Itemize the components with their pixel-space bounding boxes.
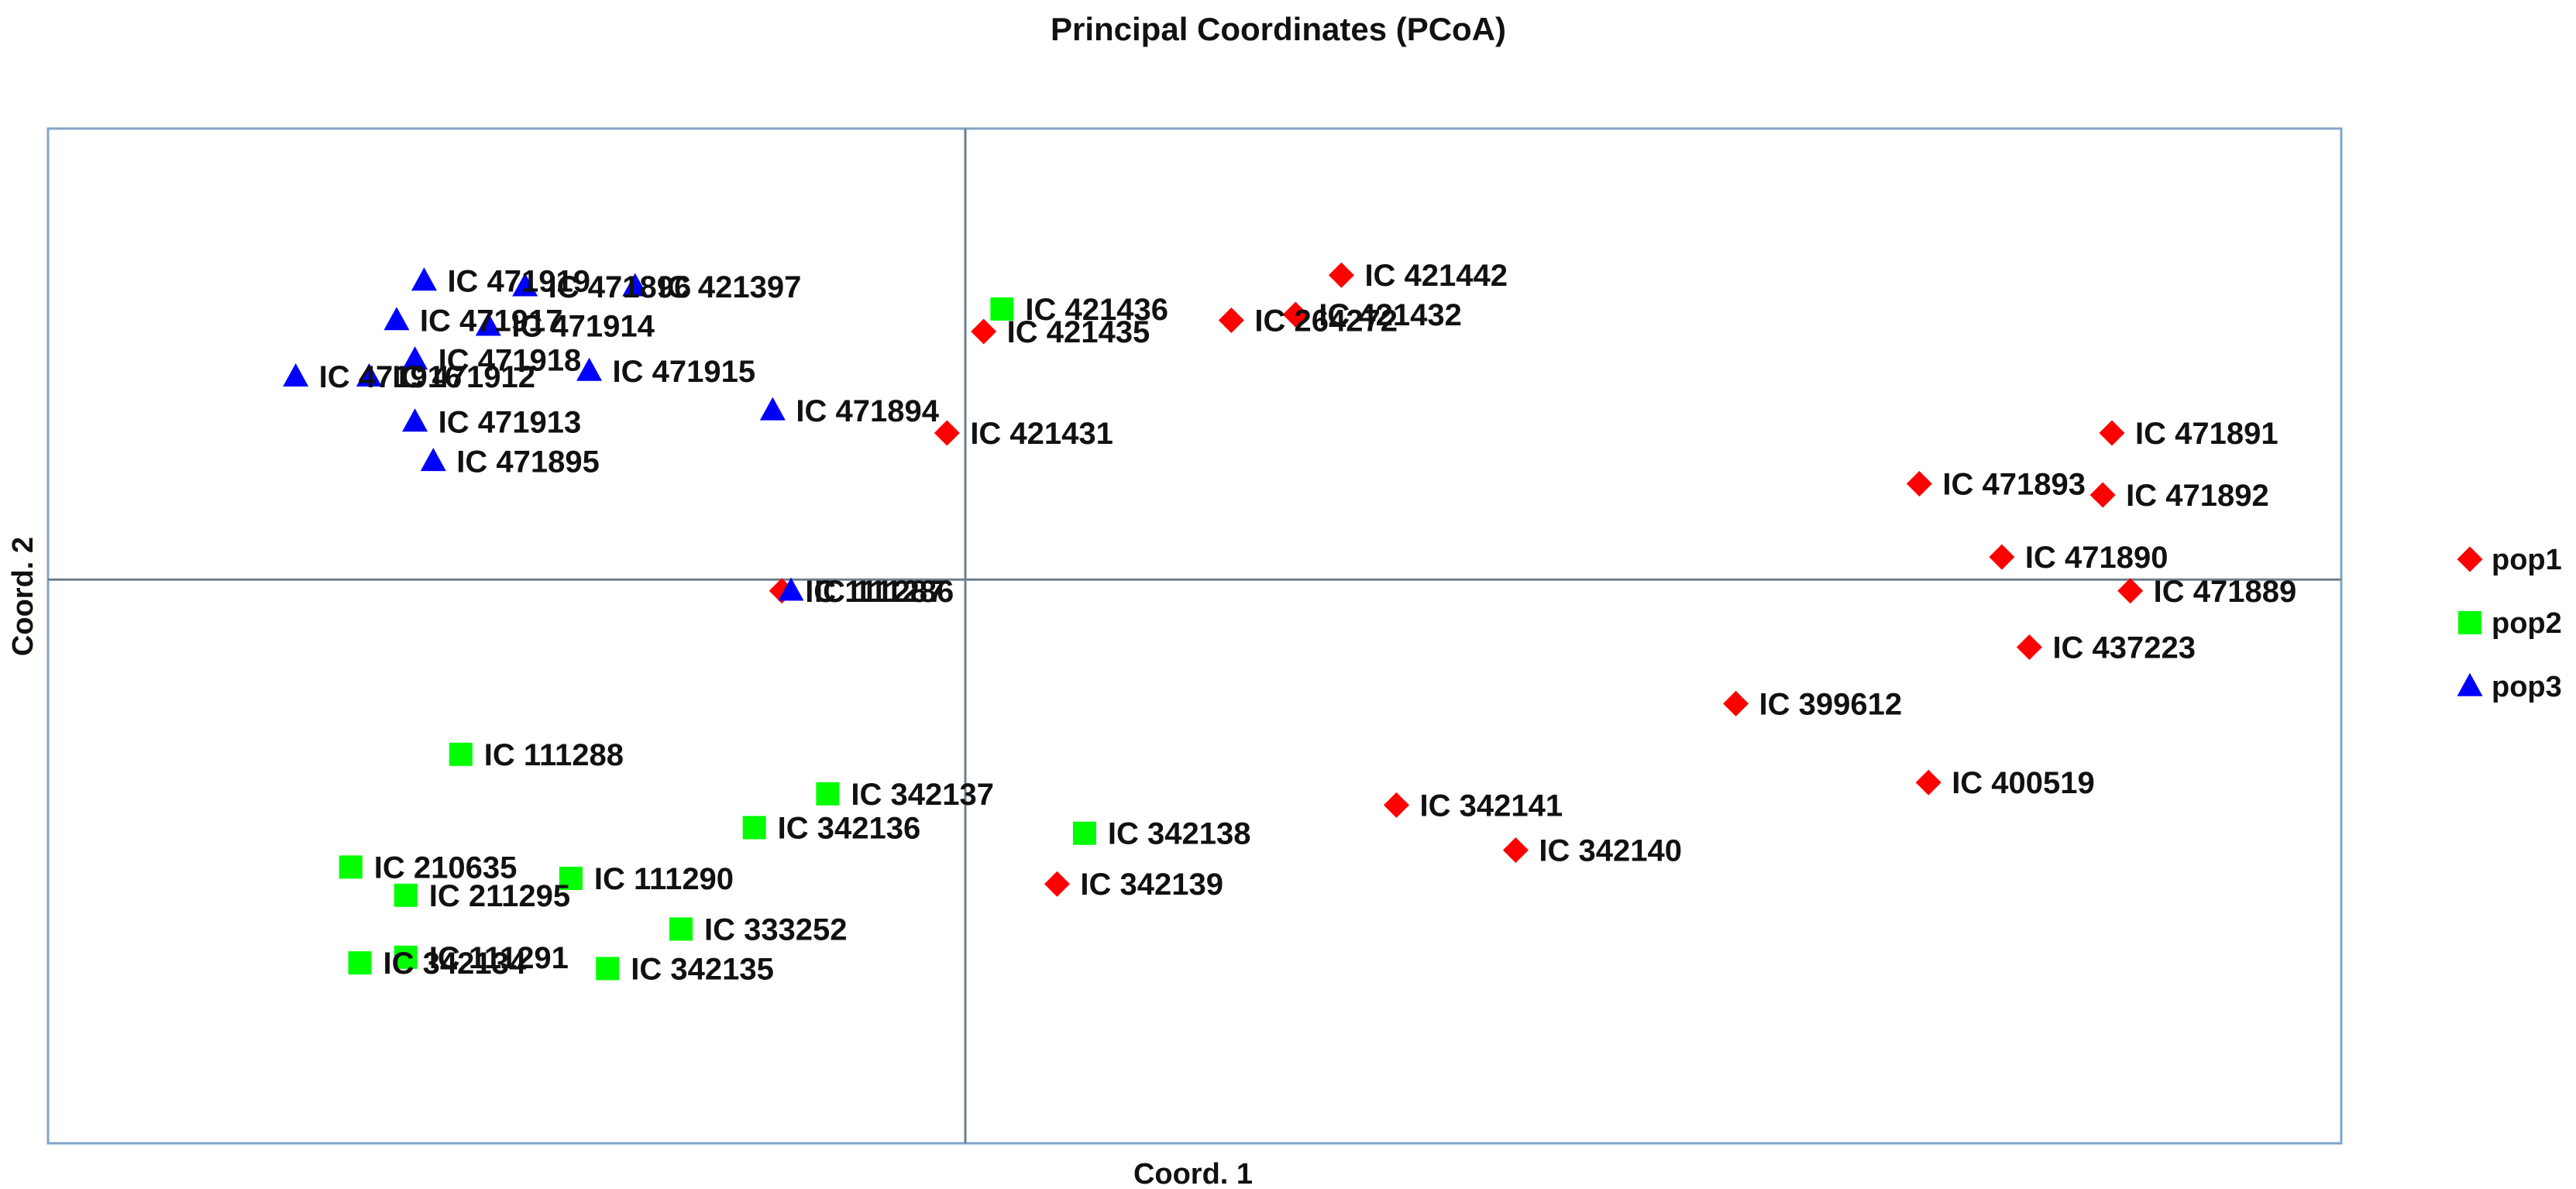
point-pop2-ic-342138 — [1072, 821, 1096, 845]
point-pop1-ic-421442 — [1328, 262, 1354, 288]
point-pop2-ic-111291 — [394, 945, 418, 969]
point-pop3-ic-471912 — [356, 363, 382, 387]
point-pop3-ic-471894 — [759, 397, 786, 421]
point-label-ic-264272: IC 264272 — [1254, 304, 1398, 338]
point-label-ic-471918: IC 471918 — [439, 343, 582, 377]
point-label-ic-399612: IC 399612 — [1759, 687, 1903, 721]
point-pop3-ic-421397 — [622, 273, 648, 297]
point-pop1-ic-399612 — [1723, 690, 1749, 716]
point-label-ic-471917: IC 471917 — [420, 304, 563, 338]
point-pop2-ic-342135 — [596, 957, 620, 981]
point-pop2-ic-342134 — [348, 951, 372, 975]
data-marks — [283, 262, 2144, 981]
point-label-ic-437223: IC 437223 — [2052, 631, 2196, 665]
point-pop1-ic-471892 — [2089, 482, 2116, 508]
point-label-ic-342139: IC 342139 — [1080, 868, 1223, 902]
point-pop3-ic-471916 — [283, 363, 309, 387]
legend-label-pop2: pop2 — [2492, 607, 2562, 640]
point-pop3-ic-471917 — [383, 307, 410, 331]
point-label-ic-471895: IC 471895 — [456, 445, 600, 479]
point-pop1-ic-471893 — [1906, 471, 1932, 497]
point-pop1-ic-400519 — [1915, 769, 1941, 796]
point-pop1-ic-421431 — [934, 420, 960, 446]
point-pop3-ic-471915 — [576, 357, 603, 381]
point-label-ic-471891: IC 471891 — [2135, 417, 2279, 451]
point-label-ic-111287: IC 111287 — [805, 575, 944, 609]
point-pop1-ic-264272 — [1218, 307, 1244, 333]
point-pop3-ic-471895 — [420, 448, 446, 472]
point-pop1-ic-342140 — [1502, 837, 1529, 864]
point-label-ic-342141: IC 342141 — [1419, 789, 1563, 823]
point-pop2-ic-210635 — [339, 855, 363, 879]
point-label-ic-333252: IC 333252 — [704, 912, 848, 947]
legend-label-pop3: pop3 — [2492, 671, 2562, 703]
point-label-ic-342136: IC 342136 — [778, 811, 921, 845]
point-label-ic-111291: IC 111291 — [429, 941, 569, 975]
point-label-ic-471892: IC 471892 — [2126, 479, 2269, 513]
point-pop3-ic-471919 — [411, 267, 437, 291]
legend-marker-pop3 — [2457, 672, 2483, 696]
point-label-ic-471889: IC 471889 — [2154, 575, 2297, 609]
point-pop3-ic-471913 — [402, 408, 428, 432]
point-pop1-ic-421432 — [1282, 301, 1309, 328]
point-label-ic-111288: IC 111288 — [484, 738, 624, 772]
chart-title: Principal Coordinates (PCoA) — [1051, 11, 1506, 47]
point-label-ic-421442: IC 421442 — [1364, 259, 1508, 293]
point-label-ic-342134: IC 342134 — [383, 947, 527, 981]
point-label-ic-471913: IC 471913 — [439, 405, 582, 439]
point-label-ic-342135: IC 342135 — [631, 952, 774, 986]
point-pop1-ic-421435 — [971, 318, 997, 345]
point-label-ic-471916: IC 471916 — [319, 360, 463, 394]
point-pop1-ic-471891 — [2099, 420, 2125, 446]
point-label-ic-471896: IC 471896 — [549, 270, 692, 304]
point-label-ic-421436: IC 421436 — [1025, 293, 1168, 327]
point-label-ic-471919: IC 471919 — [447, 265, 590, 299]
plot-frame — [46, 127, 2343, 1145]
point-label-ic-421397: IC 421397 — [659, 270, 802, 304]
point-label-ic-421431: IC 421431 — [970, 417, 1113, 451]
point-pop3-ic-471918 — [402, 346, 428, 370]
point-pop2-ic-111290 — [559, 866, 583, 890]
point-label-ic-471914: IC 471914 — [511, 310, 655, 344]
point-pop1-ic-471889 — [2117, 578, 2144, 604]
point-label-ic-342140: IC 342140 — [1539, 834, 1682, 868]
point-pop3-ic-111286 — [778, 577, 804, 601]
point-pop2-ic-342137 — [816, 782, 840, 806]
point-pop2-ic-421436 — [990, 297, 1014, 321]
point-pop1-ic-437223 — [2016, 634, 2042, 661]
point-label-ic-400519: IC 400519 — [1952, 766, 2095, 800]
point-label-ic-342138: IC 342138 — [1108, 817, 1251, 851]
legend-label-pop1: pop1 — [2492, 544, 2562, 576]
y-axis-label: Coord. 2 — [7, 537, 40, 656]
legend-marker-pop2 — [2458, 611, 2481, 634]
point-label-ic-471915: IC 471915 — [613, 355, 756, 389]
legend-marker-pop1 — [2457, 546, 2483, 572]
x-axis-label: Coord. 1 — [1133, 1158, 1253, 1189]
point-pop2-ic-211295 — [394, 883, 418, 907]
point-label-ic-471894: IC 471894 — [796, 394, 939, 428]
point-label-ic-111290: IC 111290 — [594, 862, 734, 896]
point-label-ic-211295: IC 211295 — [429, 879, 570, 913]
point-label-ic-210635: IC 210635 — [374, 851, 518, 885]
point-label-ic-421435: IC 421435 — [1007, 315, 1150, 349]
point-pop3-ic-471914 — [475, 312, 501, 336]
point-pop1-ic-471890 — [1989, 544, 2015, 570]
point-pop2-ic-111288 — [449, 742, 473, 766]
point-pop3-ic-471896 — [512, 273, 538, 297]
point-pop1-ic-342141 — [1383, 792, 1409, 818]
point-label-ic-342137: IC 342137 — [851, 778, 994, 812]
point-label-ic-421432: IC 421432 — [1319, 298, 1462, 332]
point-label-ic-471890: IC 471890 — [2025, 541, 2168, 575]
point-label-ic-111286: IC 111286 — [814, 575, 954, 609]
point-pop1-ic-342139 — [1044, 871, 1070, 897]
legend: pop1 pop2 pop3 — [2457, 544, 2562, 703]
point-pop2-ic-333252 — [669, 917, 693, 941]
point-label-ic-471912: IC 471912 — [392, 360, 535, 394]
point-pop2-ic-342136 — [742, 816, 766, 840]
point-label-ic-471893: IC 471893 — [1942, 468, 2086, 502]
